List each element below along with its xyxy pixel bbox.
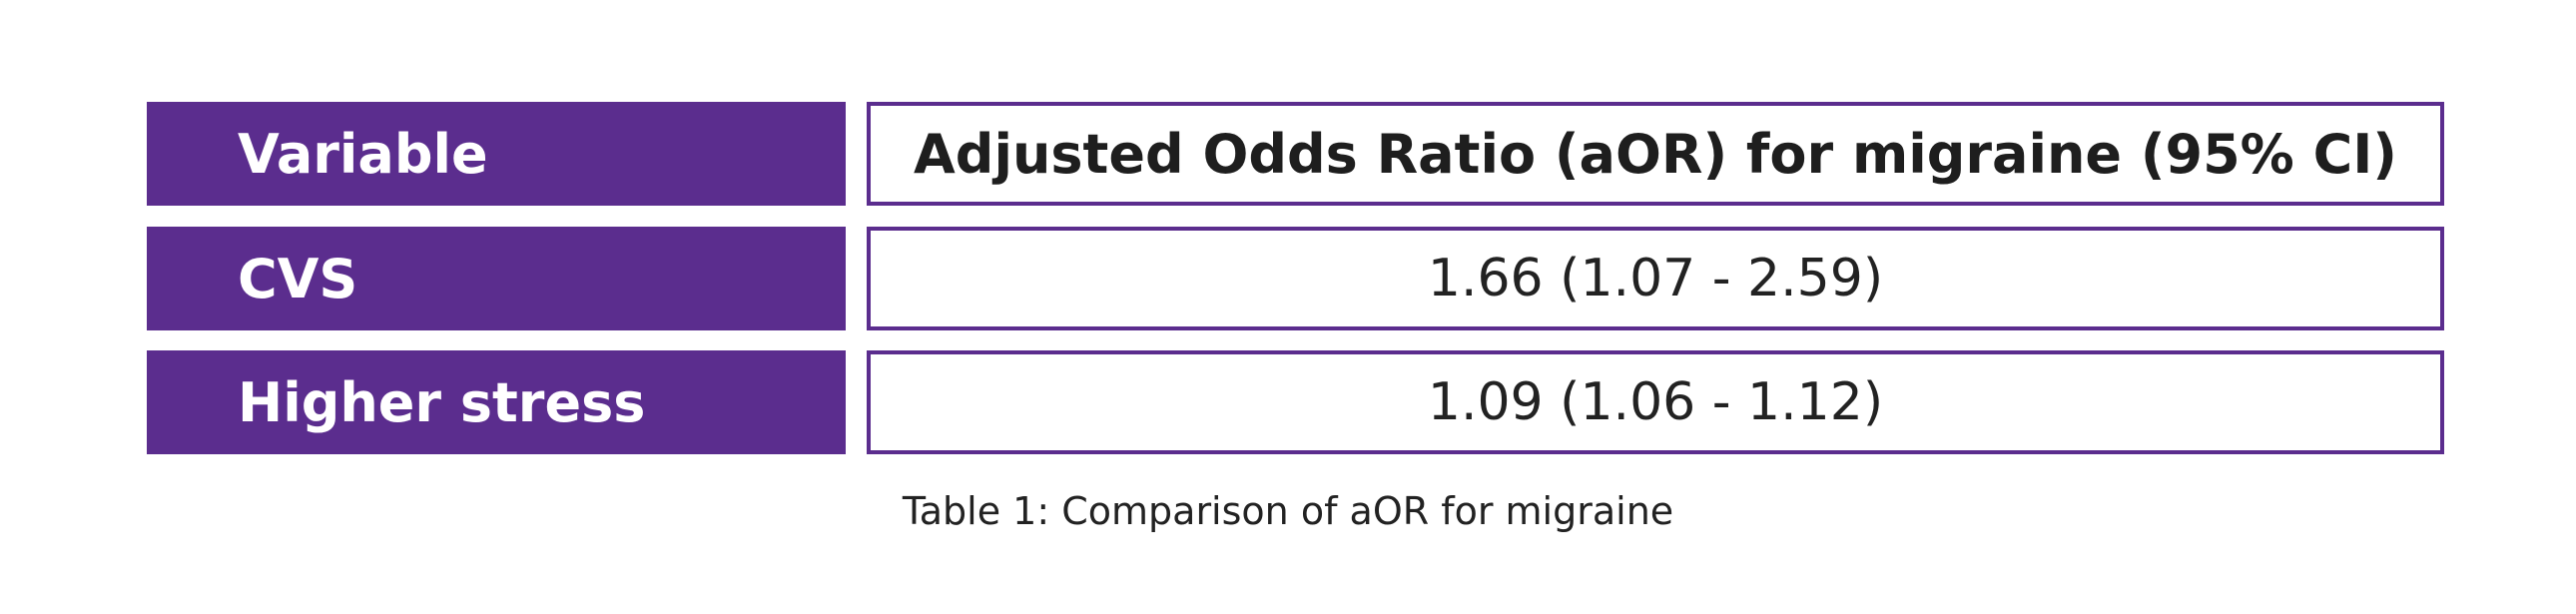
row-aor-cell: 1.66 (1.07 - 2.59): [867, 227, 2444, 330]
table-caption: Table 1: Comparison of aOR for migraine: [902, 489, 1674, 533]
header-variable-cell: Variable: [147, 102, 846, 206]
row-aor-cell: 1.09 (1.06 - 1.12): [867, 350, 2444, 454]
table-row: CVS 1.66 (1.07 - 2.59): [0, 227, 2576, 330]
table-row: Higher stress 1.09 (1.06 - 1.12): [0, 350, 2576, 454]
header-aor-cell: Adjusted Odds Ratio (aOR) for migraine (…: [867, 102, 2444, 206]
row-variable-cell: Higher stress: [147, 350, 846, 454]
row-variable-cell: CVS: [147, 227, 846, 330]
table-header-row: Variable Adjusted Odds Ratio (aOR) for m…: [0, 102, 2576, 206]
